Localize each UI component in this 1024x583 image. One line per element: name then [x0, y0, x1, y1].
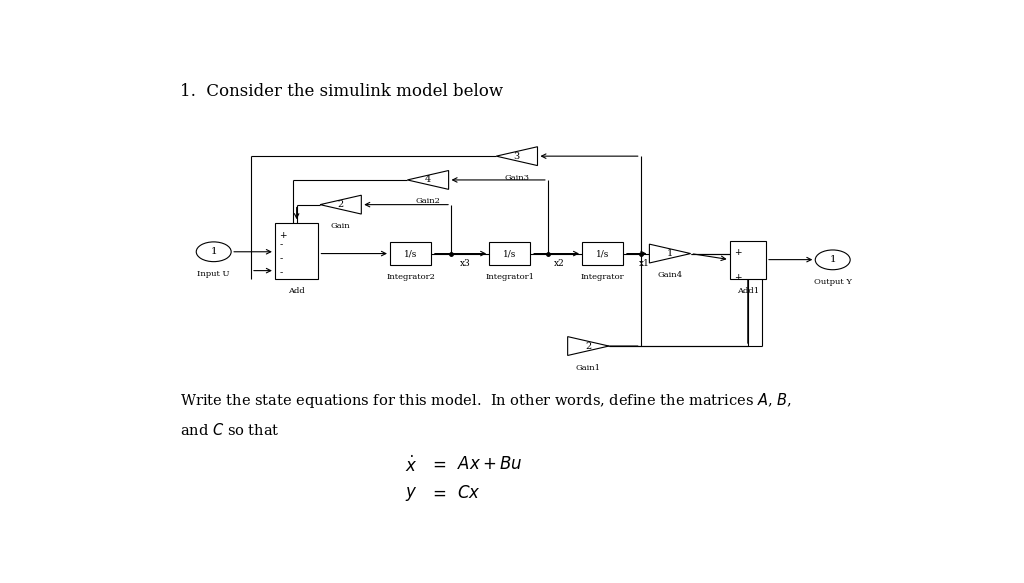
Text: +: + — [734, 273, 741, 282]
Text: $=$: $=$ — [429, 485, 446, 502]
Text: +: + — [280, 231, 287, 240]
Text: Add1: Add1 — [736, 287, 759, 295]
Text: Gain: Gain — [331, 222, 350, 230]
Text: 3: 3 — [514, 152, 520, 161]
Text: 1/s: 1/s — [403, 249, 417, 258]
Polygon shape — [408, 170, 449, 189]
Circle shape — [815, 250, 850, 270]
Text: 1/s: 1/s — [503, 249, 516, 258]
Text: Gain2: Gain2 — [416, 198, 440, 205]
Text: -: - — [280, 241, 283, 250]
Text: Input U: Input U — [198, 270, 230, 278]
Text: 1: 1 — [829, 255, 836, 264]
Text: -: - — [280, 269, 283, 278]
Text: $Cx$: $Cx$ — [458, 485, 481, 502]
Text: Integrator: Integrator — [581, 273, 625, 282]
Text: $y$: $y$ — [406, 485, 418, 503]
Text: Integrator1: Integrator1 — [485, 273, 535, 282]
Text: Gain3: Gain3 — [505, 174, 529, 182]
Text: +: + — [734, 248, 741, 257]
Text: Add: Add — [289, 287, 305, 295]
Text: Output Y: Output Y — [814, 278, 852, 286]
Polygon shape — [567, 336, 609, 356]
Text: Gain4: Gain4 — [657, 271, 683, 279]
Bar — [489, 242, 530, 265]
Circle shape — [197, 242, 231, 262]
Bar — [729, 241, 766, 279]
Polygon shape — [497, 147, 538, 166]
Text: x1: x1 — [639, 259, 650, 268]
Text: $Ax + Bu$: $Ax + Bu$ — [458, 456, 523, 473]
Text: 2: 2 — [338, 200, 344, 209]
Text: 1/s: 1/s — [596, 249, 609, 258]
Text: Write the state equations for this model.  In other words, define the matrices $: Write the state equations for this model… — [179, 391, 792, 410]
Text: $=$: $=$ — [429, 456, 446, 473]
Text: 4: 4 — [425, 175, 431, 184]
Text: 2: 2 — [585, 342, 592, 350]
Bar — [582, 242, 624, 265]
Bar — [274, 223, 318, 279]
Bar — [390, 242, 431, 265]
Text: Gain1: Gain1 — [575, 364, 601, 371]
Text: 1: 1 — [210, 247, 217, 257]
Text: Integrator2: Integrator2 — [386, 273, 435, 282]
Text: 1.  Consider the simulink model below: 1. Consider the simulink model below — [179, 83, 503, 100]
Text: x3: x3 — [460, 259, 471, 268]
Text: $\dot{x}$: $\dot{x}$ — [406, 456, 418, 476]
Text: x2: x2 — [554, 259, 565, 268]
Text: and $C$ so that: and $C$ so that — [179, 422, 280, 438]
Text: -: - — [280, 254, 283, 263]
Polygon shape — [321, 195, 361, 214]
Text: 1: 1 — [667, 249, 673, 258]
Polygon shape — [649, 244, 690, 263]
